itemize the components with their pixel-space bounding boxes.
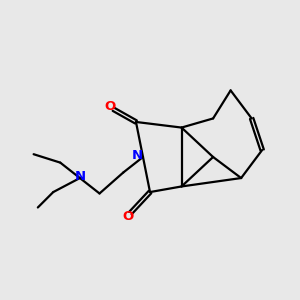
Text: O: O xyxy=(122,210,133,223)
Text: O: O xyxy=(104,100,116,113)
Text: N: N xyxy=(74,170,86,183)
Text: N: N xyxy=(132,149,143,162)
